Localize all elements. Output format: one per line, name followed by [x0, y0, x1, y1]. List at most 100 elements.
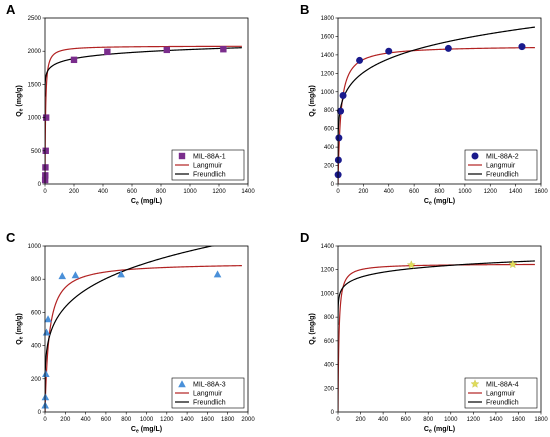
legend: MIL-88A-1 Langmuir Freundlich [171, 149, 245, 181]
data-point [70, 56, 78, 64]
y-tick-label: 1500 [28, 82, 42, 88]
x-tick-label: 1600 [201, 417, 215, 423]
x-axis-title: Ce (mg/L) [424, 426, 455, 435]
x-tick-label: 1200 [212, 189, 226, 195]
y-tick-label: 400 [324, 363, 335, 369]
y-tick-label: 600 [324, 127, 335, 133]
x-tick-label: 1200 [160, 417, 174, 423]
x-tick-label: 1000 [140, 417, 154, 423]
data-point [42, 164, 49, 171]
y-tick-label: 1000 [28, 116, 42, 122]
legend-entry: Freundlich [486, 172, 519, 179]
y-tick-label: 500 [31, 149, 42, 155]
legend-marker [178, 152, 186, 160]
fit-curves [45, 45, 242, 183]
y-tick-label: 2000 [28, 49, 42, 55]
data-point [58, 272, 67, 280]
y-tick-label: 0 [331, 182, 335, 188]
x-tick-label: 1600 [534, 189, 548, 195]
x-tick-label: 400 [98, 189, 109, 195]
data-point [220, 46, 227, 53]
x-tick-label: 1600 [512, 417, 526, 423]
legend-entry: Freundlich [193, 172, 226, 179]
y-tick-label: 600 [31, 310, 42, 316]
data-point [42, 114, 50, 121]
chart-panel-c: C 0 200 400 600 800 1000 1200 1400 1600 1800 2000 0 2… [6, 230, 255, 435]
y-axis-title: Qe (mg/g) [16, 85, 25, 117]
x-axis-title: Ce (mg/L) [131, 198, 162, 207]
legend-entry: Langmuir [193, 163, 223, 170]
data-points [406, 259, 518, 269]
x-tick-label: 600 [409, 189, 420, 195]
fit-curves [338, 260, 535, 412]
legend-entry: MIL-88A-2 [486, 154, 519, 161]
data-point [42, 370, 50, 378]
x-tick-label: 1400 [180, 417, 194, 423]
x-axis-title: Ce (mg/L) [424, 198, 455, 207]
plot-frame [337, 245, 542, 413]
y-tick-label: 0 [331, 410, 335, 416]
y-tick-label: 1000 [321, 291, 335, 297]
x-tick-label: 1200 [484, 189, 498, 195]
y-tick-label: 800 [324, 315, 335, 321]
plot-frame [44, 17, 249, 185]
data-point [444, 44, 452, 52]
data-point [41, 393, 50, 401]
y-tick-label: 800 [31, 277, 42, 283]
data-point [356, 56, 364, 64]
data-point [508, 259, 518, 269]
y-tick-label: 1800 [321, 16, 335, 22]
legend-entry: Langmuir [486, 163, 516, 170]
legend-entry: MIL-88A-1 [193, 154, 226, 161]
x-tick-label: 800 [434, 189, 445, 195]
x-tick-label: 1400 [489, 417, 503, 423]
y-tick-label: 2500 [28, 16, 42, 22]
x-tick-label: 200 [358, 189, 369, 195]
y-axis-title: Qe (mg/g) [309, 313, 318, 345]
x-tick-label: 1400 [241, 189, 255, 195]
data-point [518, 43, 526, 51]
x-tick-label: 600 [101, 417, 112, 423]
panel-label: D [300, 230, 309, 245]
freundlich-curve [45, 47, 242, 97]
x-tick-label: 200 [69, 189, 80, 195]
chart-panel-d: D 0 200 400 600 800 1000 1200 1400 1600 1800 0 200 40… [300, 230, 548, 435]
x-tick-label: 1000 [458, 189, 472, 195]
x-axis-title: Ce (mg/L) [131, 426, 162, 435]
x-tick-label: 0 [336, 189, 340, 195]
x-tick-label: 0 [43, 417, 47, 423]
x-tick-label: 800 [156, 189, 167, 195]
x-tick-label: 200 [60, 417, 71, 423]
chart-panel-a: A 0 200 400 600 800 1000 1200 1400 0 500 1000 1500 20… [6, 2, 255, 207]
x-tick-label: 0 [43, 189, 47, 195]
y-tick-label: 800 [324, 108, 335, 114]
freundlich-curve [338, 260, 535, 325]
x-tick-label: 1800 [534, 417, 548, 423]
data-point [117, 270, 125, 278]
legend-entry: MIL-88A-3 [193, 382, 226, 389]
fit-curves [338, 26, 535, 184]
data-point [163, 46, 170, 54]
langmuir-curve [338, 263, 535, 412]
x-tick-label: 600 [401, 417, 412, 423]
y-tick-label: 1000 [321, 90, 335, 96]
y-tick-label: 1600 [321, 34, 335, 40]
y-axis-title: Qe (mg/g) [309, 85, 318, 117]
y-tick-label: 600 [324, 339, 335, 345]
y-tick-label: 200 [31, 377, 42, 383]
legend-marker [178, 380, 186, 388]
legend-entry: Freundlich [486, 400, 519, 407]
x-tick-label: 400 [384, 189, 395, 195]
legend: MIL-88A-3 Langmuir Freundlich [171, 377, 245, 409]
legend-entry: MIL-88A-4 [486, 382, 519, 389]
y-tick-label: 200 [324, 386, 335, 392]
y-axis-title: Qe (mg/g) [16, 313, 25, 345]
legend-entry: Langmuir [486, 391, 516, 398]
y-tick-label: 1000 [28, 244, 42, 250]
data-point [71, 271, 80, 279]
y-tick-label: 1400 [321, 244, 335, 250]
x-tick-label: 400 [378, 417, 389, 423]
x-tick-label: 1200 [467, 417, 481, 423]
chart-panel-b: B 0 200 400 600 800 1000 1200 1400 1600 0 200 400 600… [300, 2, 548, 207]
